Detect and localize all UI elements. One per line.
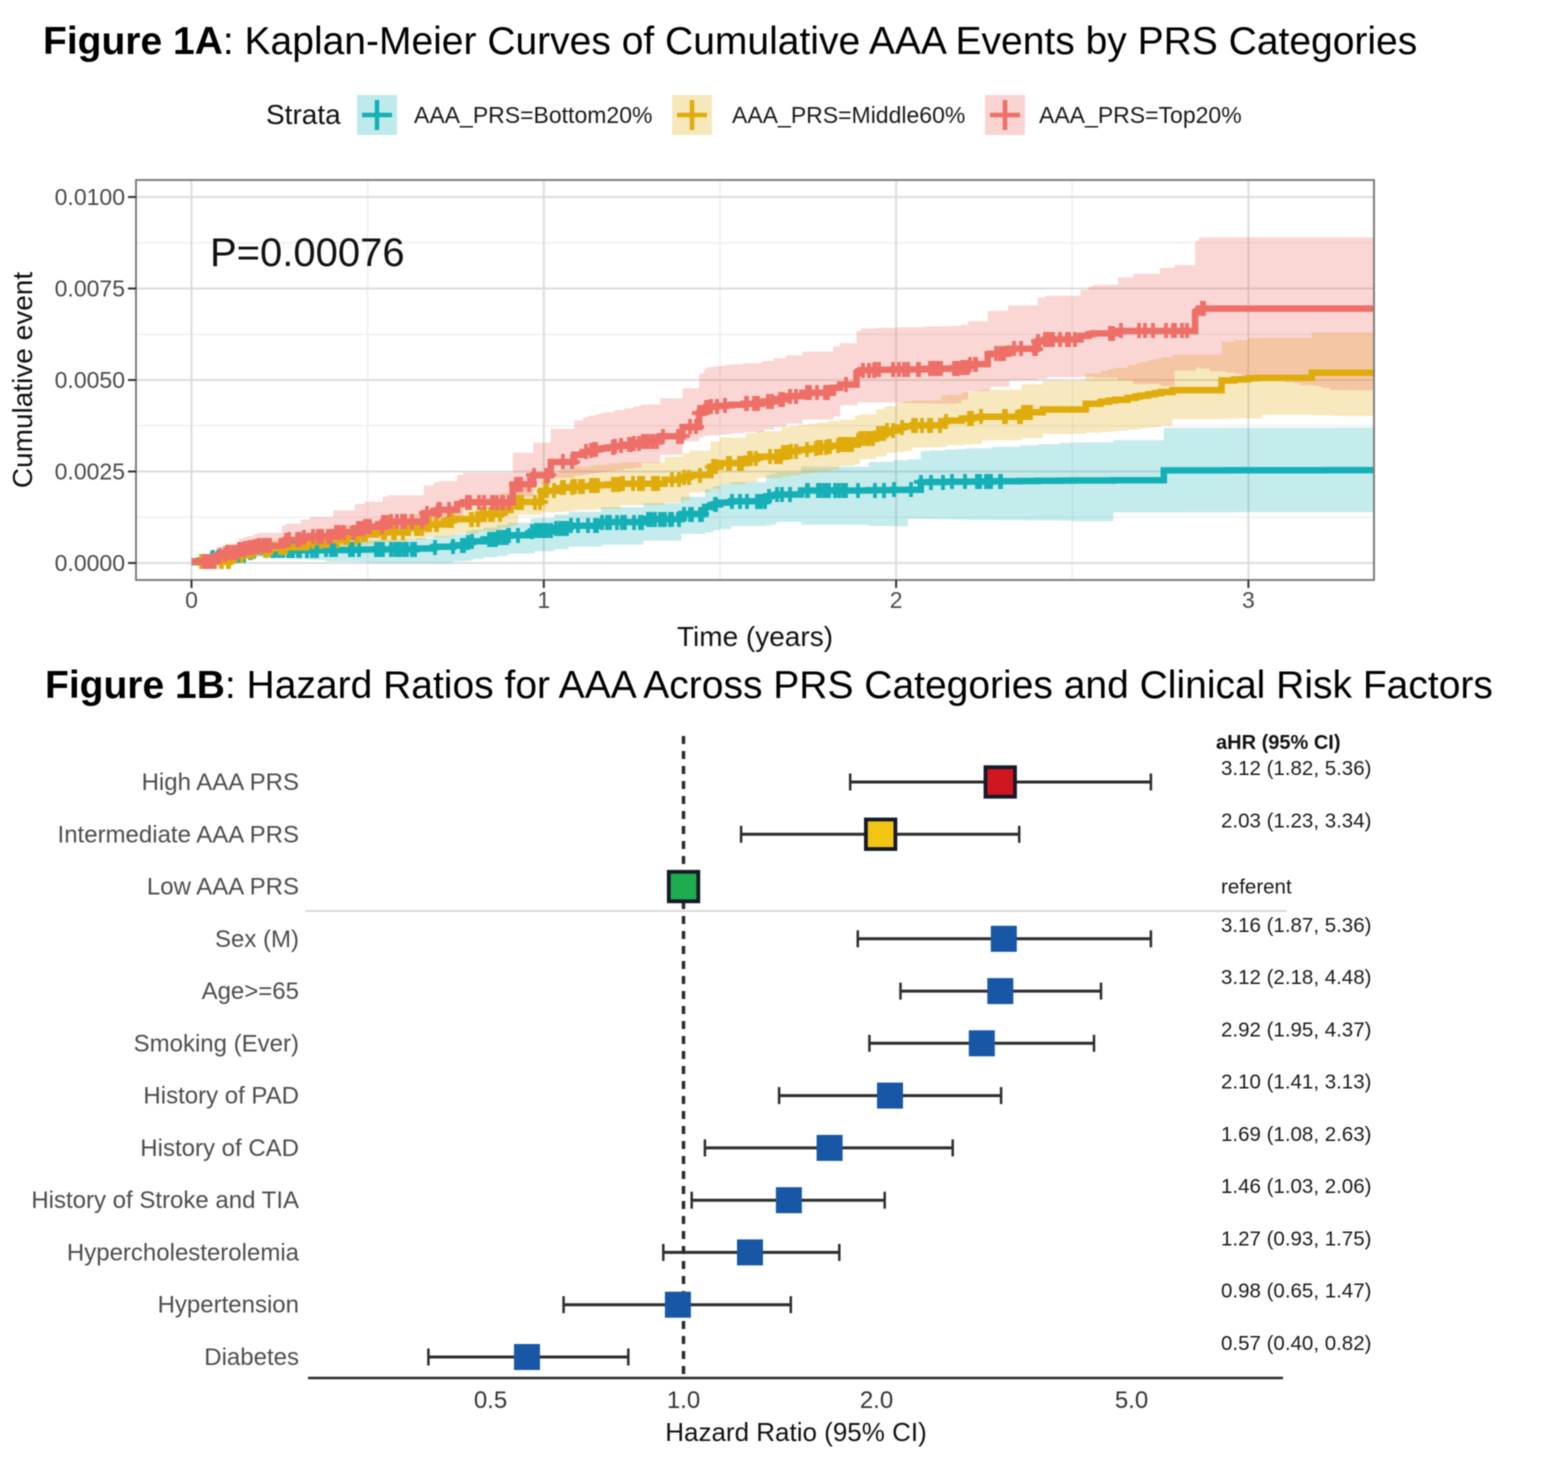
svg-text:0.0025: 0.0025 bbox=[55, 459, 125, 485]
svg-text:AAA_PRS=Top20%: AAA_PRS=Top20% bbox=[1039, 102, 1242, 128]
svg-text:2: 2 bbox=[890, 587, 903, 613]
svg-text:aHR (95% CI): aHR (95% CI) bbox=[1216, 732, 1340, 754]
svg-text:0.0050: 0.0050 bbox=[55, 367, 125, 393]
svg-text:High AAA PRS: High AAA PRS bbox=[142, 769, 299, 796]
svg-text:0.98 (0.65, 1.47): 0.98 (0.65, 1.47) bbox=[1221, 1280, 1371, 1303]
svg-text:Hypertension: Hypertension bbox=[158, 1292, 299, 1319]
svg-text:2.03 (1.23, 3.34): 2.03 (1.23, 3.34) bbox=[1221, 809, 1371, 832]
svg-text:1.69 (1.08, 2.63): 1.69 (1.08, 2.63) bbox=[1221, 1123, 1371, 1146]
svg-text:0: 0 bbox=[185, 587, 198, 613]
svg-text:1: 1 bbox=[537, 587, 550, 613]
svg-text:0.57 (0.40, 0.82): 0.57 (0.40, 0.82) bbox=[1221, 1332, 1371, 1355]
svg-text:Intermediate AAA PRS: Intermediate AAA PRS bbox=[58, 821, 299, 848]
svg-text:1.27 (0.93, 1.75): 1.27 (0.93, 1.75) bbox=[1221, 1227, 1371, 1250]
svg-text:P=0.00076: P=0.00076 bbox=[210, 231, 405, 275]
svg-text:0.5: 0.5 bbox=[474, 1387, 507, 1414]
svg-text:Figure 1A: Kaplan-Meier Curves: Figure 1A: Kaplan-Meier Curves of Cumula… bbox=[43, 20, 1417, 63]
svg-text:2.10 (1.41, 3.13): 2.10 (1.41, 3.13) bbox=[1221, 1071, 1371, 1094]
svg-text:Hazard Ratio (95% CI): Hazard Ratio (95% CI) bbox=[665, 1417, 927, 1447]
svg-text:History of CAD: History of CAD bbox=[140, 1135, 299, 1162]
svg-text:0.0075: 0.0075 bbox=[55, 276, 125, 302]
svg-text:Age>=65: Age>=65 bbox=[202, 978, 299, 1005]
svg-text:3.12 (1.82, 5.36): 3.12 (1.82, 5.36) bbox=[1221, 757, 1371, 780]
svg-text:referent: referent bbox=[1221, 876, 1292, 899]
svg-text:5.0: 5.0 bbox=[1115, 1387, 1148, 1414]
svg-text:Sex (M): Sex (M) bbox=[215, 926, 299, 953]
svg-text:History of Stroke and TIA: History of Stroke and TIA bbox=[31, 1187, 299, 1214]
svg-text:1.46 (1.03, 2.06): 1.46 (1.03, 2.06) bbox=[1221, 1175, 1371, 1198]
svg-text:Figure 1B: Hazard Ratios for A: Figure 1B: Hazard Ratios for AAA Across … bbox=[45, 664, 1493, 707]
svg-text:Strata: Strata bbox=[266, 99, 341, 130]
svg-text:Smoking (Ever): Smoking (Ever) bbox=[134, 1030, 299, 1057]
svg-text:3.16 (1.87, 5.36): 3.16 (1.87, 5.36) bbox=[1221, 914, 1371, 937]
svg-text:Cumulative event: Cumulative event bbox=[7, 272, 38, 489]
svg-text:Hypercholesterolemia: Hypercholesterolemia bbox=[67, 1239, 300, 1266]
svg-text:AAA_PRS=Middle60%: AAA_PRS=Middle60% bbox=[732, 102, 965, 128]
svg-text:0.0000: 0.0000 bbox=[55, 550, 125, 576]
svg-text:3: 3 bbox=[1242, 587, 1255, 613]
svg-text:Time (years): Time (years) bbox=[677, 621, 833, 652]
svg-text:2.0: 2.0 bbox=[860, 1387, 893, 1414]
svg-text:0.0100: 0.0100 bbox=[55, 184, 125, 210]
svg-text:Low AAA PRS: Low AAA PRS bbox=[147, 874, 299, 901]
svg-text:3.12 (2.18, 4.48): 3.12 (2.18, 4.48) bbox=[1221, 966, 1371, 989]
svg-text:Diabetes: Diabetes bbox=[204, 1344, 299, 1371]
svg-text:2.92 (1.95, 4.37): 2.92 (1.95, 4.37) bbox=[1221, 1018, 1371, 1041]
svg-text:AAA_PRS=Bottom20%: AAA_PRS=Bottom20% bbox=[414, 102, 652, 128]
svg-text:1.0: 1.0 bbox=[667, 1387, 700, 1414]
svg-text:History of PAD: History of PAD bbox=[143, 1083, 299, 1110]
